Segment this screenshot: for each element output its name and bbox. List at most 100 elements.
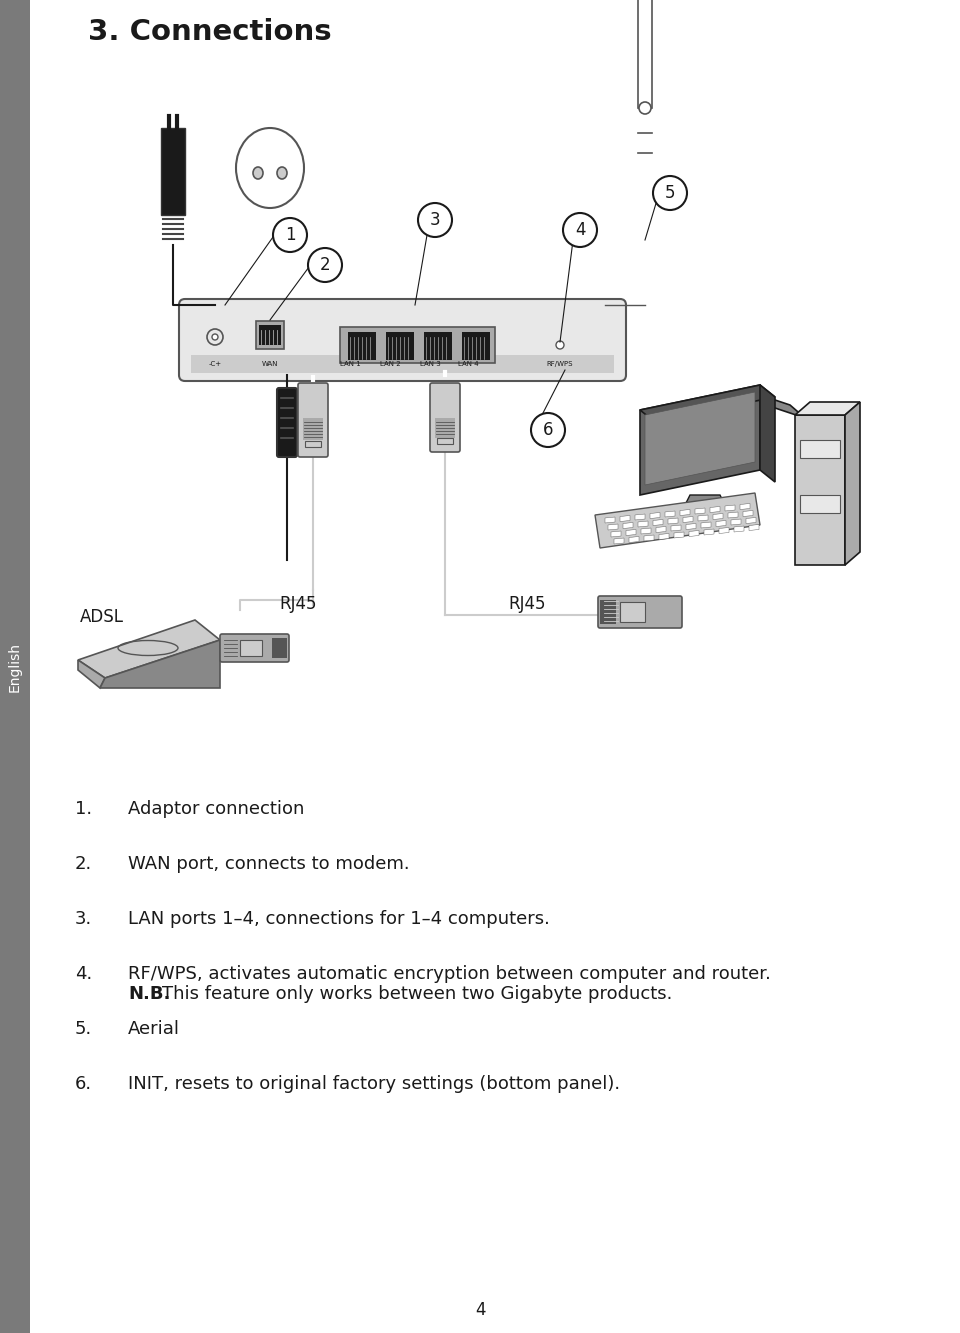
Circle shape bbox=[273, 219, 307, 252]
Polygon shape bbox=[665, 515, 745, 519]
Text: LAN 2: LAN 2 bbox=[380, 361, 400, 367]
Text: RF/WPS, activates automatic encryption between computer and router.: RF/WPS, activates automatic encryption b… bbox=[128, 965, 771, 982]
Text: Aerial: Aerial bbox=[128, 1020, 180, 1038]
Polygon shape bbox=[78, 620, 220, 678]
Circle shape bbox=[418, 203, 452, 237]
Polygon shape bbox=[620, 516, 630, 521]
FancyBboxPatch shape bbox=[430, 383, 460, 452]
FancyBboxPatch shape bbox=[598, 596, 682, 628]
Polygon shape bbox=[845, 403, 860, 565]
Bar bbox=[462, 332, 490, 360]
Text: 3: 3 bbox=[430, 211, 441, 229]
Polygon shape bbox=[710, 507, 720, 512]
Polygon shape bbox=[614, 539, 624, 544]
Bar bbox=[191, 355, 614, 373]
Polygon shape bbox=[645, 392, 755, 485]
Polygon shape bbox=[689, 531, 699, 536]
Bar bbox=[437, 439, 453, 444]
Polygon shape bbox=[680, 509, 690, 516]
FancyBboxPatch shape bbox=[298, 383, 328, 457]
Polygon shape bbox=[760, 395, 805, 419]
Text: WAN port, connects to modem.: WAN port, connects to modem. bbox=[128, 854, 410, 873]
Polygon shape bbox=[656, 527, 666, 532]
FancyBboxPatch shape bbox=[277, 388, 297, 457]
Text: N.B.: N.B. bbox=[128, 985, 170, 1002]
Text: Adaptor connection: Adaptor connection bbox=[128, 800, 304, 818]
Polygon shape bbox=[716, 520, 726, 527]
Polygon shape bbox=[638, 521, 648, 527]
Polygon shape bbox=[665, 511, 675, 517]
Circle shape bbox=[653, 176, 687, 211]
Polygon shape bbox=[640, 385, 775, 423]
Polygon shape bbox=[595, 493, 760, 548]
Polygon shape bbox=[100, 640, 220, 688]
Polygon shape bbox=[740, 504, 750, 509]
Text: WAN: WAN bbox=[262, 361, 278, 367]
Text: LAN 4: LAN 4 bbox=[458, 361, 478, 367]
Polygon shape bbox=[686, 524, 696, 529]
Polygon shape bbox=[608, 524, 618, 531]
Text: 2.: 2. bbox=[75, 854, 92, 873]
Polygon shape bbox=[719, 528, 729, 533]
Text: 6: 6 bbox=[542, 421, 553, 439]
Ellipse shape bbox=[236, 128, 304, 208]
Polygon shape bbox=[728, 512, 738, 519]
Polygon shape bbox=[749, 524, 759, 531]
Text: English: English bbox=[8, 641, 22, 692]
Polygon shape bbox=[623, 523, 633, 528]
Text: LAN 3: LAN 3 bbox=[420, 361, 441, 367]
Bar bbox=[240, 640, 262, 656]
Bar bbox=[638, 0, 652, 108]
Polygon shape bbox=[701, 523, 711, 528]
Polygon shape bbox=[650, 512, 660, 519]
Polygon shape bbox=[644, 535, 654, 541]
Polygon shape bbox=[668, 519, 678, 524]
Text: ADSL: ADSL bbox=[80, 608, 124, 627]
Bar bbox=[340, 327, 495, 363]
Polygon shape bbox=[640, 385, 760, 495]
Polygon shape bbox=[731, 519, 741, 525]
Circle shape bbox=[212, 335, 218, 340]
Polygon shape bbox=[626, 529, 636, 536]
Text: 5.: 5. bbox=[75, 1020, 92, 1038]
Circle shape bbox=[531, 413, 565, 447]
Text: 2: 2 bbox=[320, 256, 330, 275]
Polygon shape bbox=[795, 415, 845, 565]
Polygon shape bbox=[698, 515, 708, 521]
Text: 4: 4 bbox=[475, 1301, 485, 1318]
Polygon shape bbox=[795, 403, 860, 415]
Polygon shape bbox=[683, 516, 693, 523]
Bar bbox=[161, 128, 185, 215]
Polygon shape bbox=[605, 517, 615, 523]
Polygon shape bbox=[743, 511, 753, 516]
Text: 4: 4 bbox=[575, 221, 586, 239]
Text: 3. Connections: 3. Connections bbox=[88, 19, 331, 47]
Ellipse shape bbox=[277, 167, 287, 179]
Circle shape bbox=[308, 248, 342, 283]
Polygon shape bbox=[734, 527, 744, 532]
Polygon shape bbox=[611, 531, 621, 537]
Polygon shape bbox=[695, 508, 705, 515]
FancyBboxPatch shape bbox=[179, 299, 626, 381]
Polygon shape bbox=[674, 532, 684, 539]
Bar bbox=[259, 325, 281, 345]
Bar bbox=[620, 603, 645, 623]
Text: -C+: -C+ bbox=[208, 361, 222, 367]
Bar bbox=[600, 600, 616, 624]
Polygon shape bbox=[746, 517, 756, 524]
Circle shape bbox=[639, 103, 651, 115]
Polygon shape bbox=[713, 513, 723, 520]
Polygon shape bbox=[655, 395, 775, 428]
Text: LAN ports 1–4, connections for 1–4 computers.: LAN ports 1–4, connections for 1–4 compu… bbox=[128, 910, 550, 928]
Circle shape bbox=[207, 329, 223, 345]
Text: 4.: 4. bbox=[75, 965, 92, 982]
Text: RJ45: RJ45 bbox=[279, 595, 317, 613]
Bar bbox=[424, 332, 452, 360]
Bar bbox=[305, 441, 321, 447]
FancyBboxPatch shape bbox=[220, 635, 289, 663]
Text: INIT, resets to original factory settings (bottom panel).: INIT, resets to original factory setting… bbox=[128, 1074, 620, 1093]
Polygon shape bbox=[725, 505, 735, 511]
Text: 6.: 6. bbox=[75, 1074, 92, 1093]
Text: LAN 1: LAN 1 bbox=[340, 361, 360, 367]
Ellipse shape bbox=[253, 167, 263, 179]
